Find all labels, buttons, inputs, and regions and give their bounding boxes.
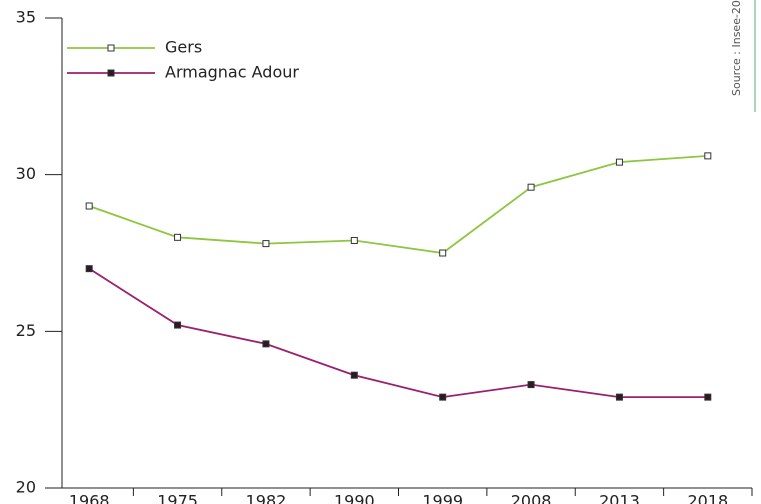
y-tick-label: 20 — [16, 478, 36, 497]
x-tick-label: 1990 — [334, 492, 375, 504]
marker — [704, 393, 712, 401]
marker — [350, 236, 358, 244]
x-tick-label: 2013 — [599, 492, 640, 504]
legend-marker — [107, 69, 115, 77]
series-line — [88, 267, 708, 399]
x-tick-label: 1999 — [422, 492, 463, 504]
x-tick-label: 1968 — [69, 492, 110, 504]
marker — [262, 340, 270, 348]
marker — [439, 249, 447, 257]
marker — [85, 265, 93, 273]
marker — [439, 393, 447, 401]
marker — [262, 240, 270, 248]
x-tick-label: 1982 — [246, 492, 287, 504]
marker — [527, 183, 535, 191]
y-tick-label: 30 — [16, 164, 36, 183]
marker — [85, 202, 93, 210]
marker — [704, 152, 712, 160]
legend-marker — [107, 44, 115, 52]
series-line — [88, 154, 708, 254]
x-tick-label: 2008 — [511, 492, 552, 504]
marker — [615, 158, 623, 166]
legend-label: Gers — [165, 38, 202, 57]
marker — [527, 381, 535, 389]
marker — [615, 393, 623, 401]
y-tick-label: 35 — [16, 8, 36, 27]
source-note: Source : Insee-20 — [730, 0, 743, 96]
x-tick-label: 2018 — [687, 492, 728, 504]
y-tick-label: 25 — [16, 321, 36, 340]
legend-label: Armagnac Adour — [165, 63, 299, 82]
x-tick-label: 1975 — [157, 492, 198, 504]
marker — [174, 233, 182, 241]
marker — [174, 321, 182, 329]
marker — [350, 371, 358, 379]
